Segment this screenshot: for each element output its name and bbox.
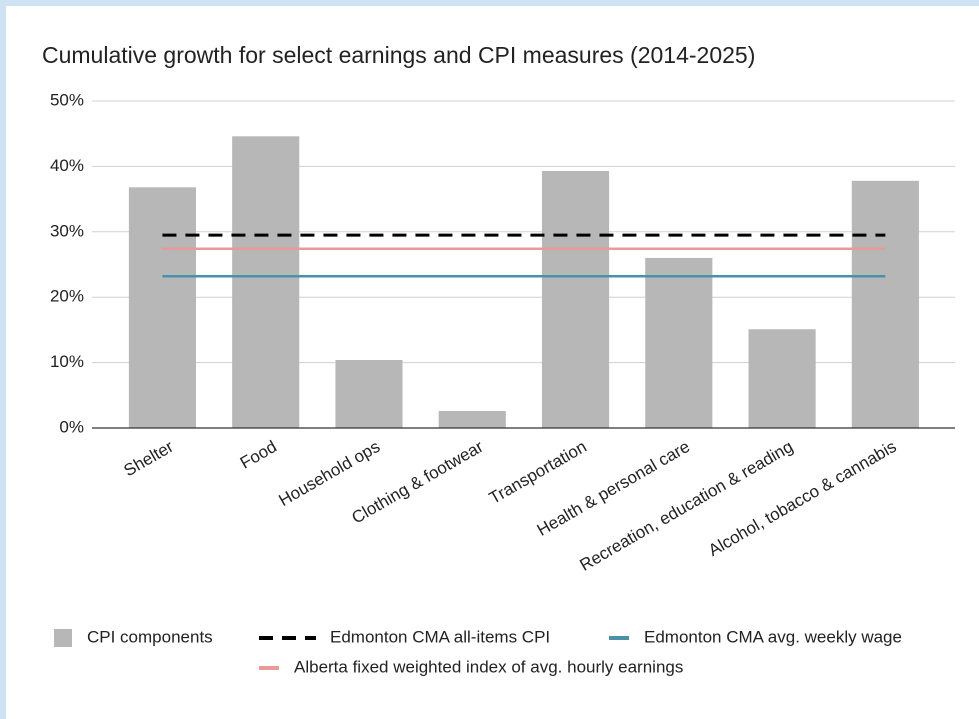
x-tick-label: Alcohol, tobacco & cannabis: [705, 437, 899, 560]
legend-swatch: [54, 629, 72, 647]
chart-frame: Cumulative growth for select earnings an…: [6, 6, 979, 719]
chart-title: Cumulative growth for select earnings an…: [42, 42, 755, 68]
y-tick-label: 10%: [50, 352, 84, 371]
legend-label: CPI components: [87, 627, 213, 646]
y-tick-label: 40%: [50, 156, 84, 175]
x-tick-label: Shelter: [121, 437, 177, 481]
bar: [748, 329, 816, 428]
legend-label: Edmonton CMA avg. weekly wage: [644, 627, 902, 646]
legend-label: Alberta fixed weighted index of avg. hou…: [294, 657, 683, 676]
bar: [232, 136, 300, 429]
bar: [851, 180, 919, 428]
legend-label: Edmonton CMA all-items CPI: [330, 627, 550, 646]
y-tick-label: 30%: [50, 221, 84, 240]
bar: [541, 170, 610, 428]
x-tick-label: Transportation: [486, 437, 590, 508]
x-tick-label: Food: [237, 437, 280, 473]
x-tick-label: Household ops: [276, 437, 384, 510]
bar: [128, 187, 197, 428]
y-tick-label: 20%: [50, 287, 84, 306]
bar: [335, 359, 403, 428]
bar: [438, 410, 506, 428]
y-tick-label: 0%: [59, 417, 84, 436]
x-tick-label: Recreation, education & reading: [576, 437, 796, 575]
y-tick-label: 50%: [50, 90, 84, 109]
chart: Cumulative growth for select earnings an…: [42, 42, 955, 676]
bar: [645, 257, 713, 428]
